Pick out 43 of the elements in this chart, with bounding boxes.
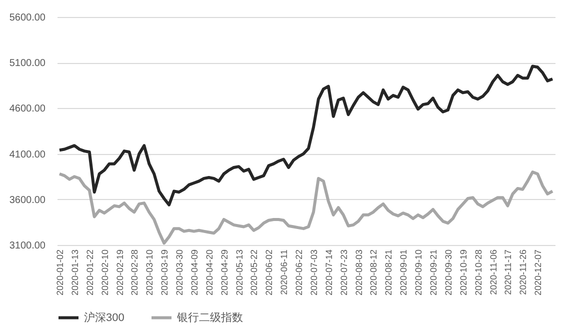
x-tick-label: 2020-04-09 <box>189 250 200 296</box>
y-tick-label: 5600.00 <box>9 12 46 24</box>
x-tick-label: 2020-05-22 <box>249 250 260 296</box>
y-tick-label: 3600.00 <box>9 194 46 206</box>
x-tick-label: 2020-03-30 <box>174 250 185 296</box>
x-tick-label: 2020-12-07 <box>533 250 544 296</box>
x-tick-label: 2020-09-10 <box>414 250 424 296</box>
x-tick-label: 2020-01-13 <box>70 250 80 296</box>
x-tick-label: 2020-08-12 <box>368 250 379 296</box>
x-tick-label: 2020-09-01 <box>398 250 409 296</box>
x-tick-label: 2020-08-21 <box>384 250 394 296</box>
x-tick-label: 2020-03-10 <box>144 250 155 296</box>
x-tick-label: 2020-10-19 <box>458 250 468 296</box>
legend-label: 银行二级指数 <box>176 312 243 324</box>
x-tick-label: 2020-08-03 <box>354 250 364 296</box>
x-tick-label: 2020-07-14 <box>324 250 334 296</box>
x-tick-label: 2020-11-17 <box>503 250 514 295</box>
x-tick-label: 2020-03-19 <box>160 250 170 296</box>
x-tick-label: 2020-02-19 <box>114 250 125 296</box>
x-tick-label: 2020-04-20 <box>204 250 214 296</box>
x-tick-label: 2020-02-10 <box>100 250 110 296</box>
x-tick-label: 2020-09-30 <box>443 250 454 296</box>
y-tick-label: 4600.00 <box>9 104 46 115</box>
x-tick-label: 2020-09-21 <box>428 250 438 296</box>
line-series <box>58 170 554 245</box>
x-tick-label: 2020-06-11 <box>279 250 290 295</box>
x-tick-label: 2020-01-22 <box>84 250 95 296</box>
x-tick-label: 2020-06-22 <box>294 250 304 296</box>
x-tick-label: 2020-06-02 <box>264 250 274 296</box>
x-tick-label: 2020-10-28 <box>473 250 484 296</box>
y-tick-label: 5100.00 <box>9 58 46 70</box>
x-tick-label: 2020-05-13 <box>234 250 244 296</box>
x-tick-label: 2020-02-28 <box>130 250 140 296</box>
x-tick-label: 2020-01-02 <box>54 250 65 296</box>
y-tick-label: 3100.00 <box>9 240 46 252</box>
x-tick-label: 2020-04-29 <box>219 250 230 296</box>
x-tick-label: 2020-11-26 <box>518 250 528 295</box>
y-tick-label: 4100.00 <box>9 149 46 160</box>
x-tick-label: 2020-07-03 <box>308 250 319 296</box>
x-tick-label: 2020-07-23 <box>338 250 349 296</box>
legend-label: 沪深300 <box>84 310 124 324</box>
x-tick-label: 2020-11-06 <box>488 250 498 295</box>
line-series <box>58 64 554 206</box>
